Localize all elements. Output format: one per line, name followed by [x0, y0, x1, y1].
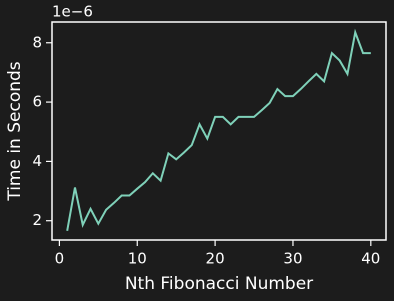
- y-tick-label: 4: [32, 152, 42, 170]
- y-tick-label: 6: [32, 93, 42, 111]
- x-tick-label: 40: [361, 250, 380, 268]
- y-tick-label: 2: [32, 211, 42, 229]
- x-tick-label: 0: [55, 250, 65, 268]
- x-tick-label: 30: [283, 250, 302, 268]
- x-tick-label: 20: [206, 250, 225, 268]
- y-offset-label: 1e−6: [52, 3, 93, 21]
- x-tick-label: 10: [128, 250, 147, 268]
- x-axis-label: Nth Fibonacci Number: [125, 274, 313, 294]
- axes-frame: [51, 21, 387, 241]
- y-tick-label: 8: [32, 33, 42, 51]
- y-axis-label: Time in Seconds: [5, 61, 25, 201]
- data-line: [66, 28, 371, 231]
